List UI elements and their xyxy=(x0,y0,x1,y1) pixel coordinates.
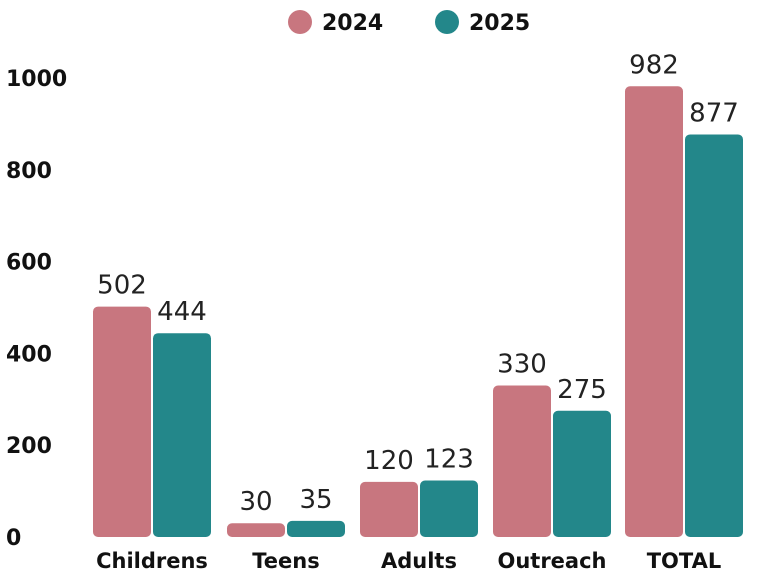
bar-adults-2024 xyxy=(360,481,418,537)
data-labels: 502 444 30 35 120 123 330 275 982 877 xyxy=(97,50,739,517)
data-label: 35 xyxy=(299,485,332,515)
legend-swatch-2024 xyxy=(288,10,312,34)
data-label: 330 xyxy=(497,350,547,380)
y-tick-label: 400 xyxy=(6,342,52,367)
data-label: 982 xyxy=(629,50,679,80)
bar-childrens-2024 xyxy=(93,306,151,537)
bar-outreach-2025 xyxy=(553,410,611,537)
data-label: 120 xyxy=(364,446,414,476)
bar-total-2025 xyxy=(685,134,743,537)
y-tick-label: 0 xyxy=(6,526,21,551)
y-tick-label: 200 xyxy=(6,434,52,459)
y-tick-label: 800 xyxy=(6,159,52,184)
data-label: 502 xyxy=(97,271,147,301)
bar-total-2024 xyxy=(625,86,683,538)
bar-childrens-2025 xyxy=(153,333,211,537)
x-axis: Childrens Teens Adults Outreach TOTAL xyxy=(96,549,721,573)
x-category-label: Teens xyxy=(252,549,319,573)
legend-label-2024: 2024 xyxy=(322,11,383,36)
data-label: 275 xyxy=(557,375,607,405)
bar-outreach-2024 xyxy=(493,385,551,537)
y-tick-label: 600 xyxy=(6,251,52,276)
legend-label-2025: 2025 xyxy=(469,11,530,36)
y-axis: 0 200 400 600 800 1000 xyxy=(6,67,67,551)
data-label: 30 xyxy=(239,487,272,517)
bar-teens-2024 xyxy=(227,523,285,537)
data-label: 444 xyxy=(157,297,207,327)
x-category-label: Outreach xyxy=(497,549,606,573)
bar-adults-2025 xyxy=(420,480,478,537)
data-label: 123 xyxy=(424,445,474,475)
y-tick-label: 1000 xyxy=(6,67,67,92)
legend-swatch-2025 xyxy=(435,10,459,34)
legend: 2024 2025 xyxy=(288,10,530,36)
x-category-label: TOTAL xyxy=(647,549,722,573)
bars xyxy=(93,86,743,538)
bar-teens-2025 xyxy=(287,520,345,537)
data-label: 877 xyxy=(689,98,739,128)
x-category-label: Adults xyxy=(381,549,457,573)
x-category-label: Childrens xyxy=(96,549,208,573)
